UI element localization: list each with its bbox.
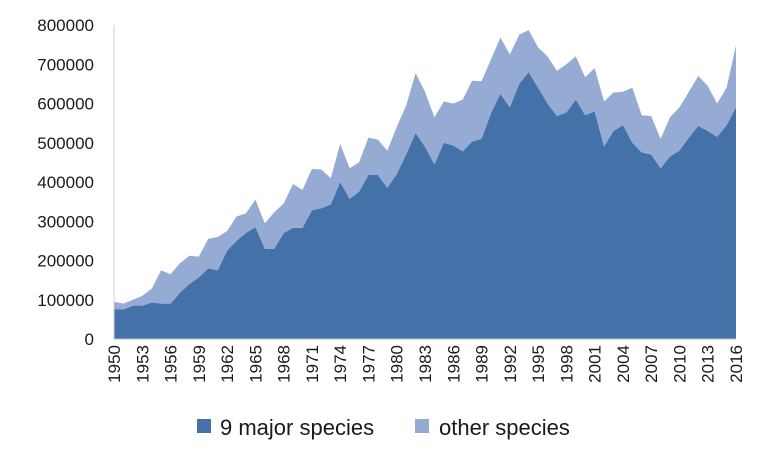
x-tick-label: 1971 [303,345,322,383]
y-tick-label: 200000 [37,252,94,271]
x-tick-label: 1977 [359,345,378,383]
y-tick-label: 700000 [37,55,94,74]
legend: 9 major species other species [197,415,570,440]
x-tick-label: 1974 [331,345,350,383]
x-tick-label: 2016 [727,345,746,383]
x-tick-label: 1950 [105,345,124,383]
legend-label-other: other species [439,415,570,440]
x-tick-label: 1959 [190,345,209,383]
x-tick-label: 1986 [444,345,463,383]
area-series-other-species [114,30,736,310]
x-tick-label: 1998 [557,345,576,383]
x-tick-label: 2001 [586,345,605,383]
x-tick-label: 2010 [670,345,689,383]
x-tick-label: 2013 [699,345,718,383]
legend-swatch-other [415,419,429,433]
x-tick-label: 1992 [501,345,520,383]
legend-label-major: 9 major species [220,415,374,440]
y-tick-label: 500000 [37,134,94,153]
x-tick-label: 1962 [218,345,237,383]
x-tick-label: 2007 [642,345,661,383]
y-tick-label: 300000 [37,212,94,231]
x-axis-ticks: 1950 1953 1956 1959 1962 1965 1968 1971 1974 1977… [105,345,746,383]
x-tick-label: 1956 [162,345,181,383]
area-series-major-species [114,72,736,339]
x-tick-label: 1983 [416,345,435,383]
y-tick-label: 400000 [37,173,94,192]
legend-swatch-major [197,419,211,433]
y-tick-label: 600000 [37,95,94,114]
y-axis-ticks: 0 100000 200000 300000 400000 500000 600000 700… [37,16,94,349]
x-tick-label: 1995 [529,345,548,383]
x-tick-label: 1965 [246,345,265,383]
x-tick-label: 1953 [133,345,152,383]
x-tick-label: 1980 [388,345,407,383]
y-tick-label: 0 [85,330,94,349]
y-tick-label: 100000 [37,291,94,310]
plot-areas [114,30,736,339]
x-tick-label: 1968 [275,345,294,383]
x-tick-label: 1989 [473,345,492,383]
y-tick-label: 800000 [37,16,94,35]
x-tick-label: 2004 [614,345,633,383]
